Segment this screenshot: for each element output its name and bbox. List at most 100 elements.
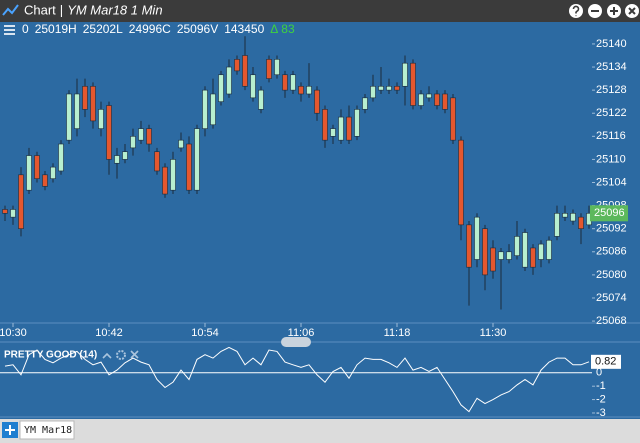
candle-body bbox=[298, 85, 304, 95]
y-tick-label: 25134 bbox=[596, 61, 627, 73]
x-tick-label: 11:18 bbox=[384, 327, 411, 339]
candle-body bbox=[170, 159, 176, 191]
window-title: Chart bbox=[24, 2, 56, 17]
last-value-box bbox=[591, 354, 621, 369]
tab-bar bbox=[0, 419, 640, 443]
candle-body bbox=[178, 139, 184, 149]
candle-body bbox=[498, 251, 504, 260]
candle-body bbox=[258, 89, 264, 110]
candle-body bbox=[466, 224, 472, 268]
add-glyph bbox=[5, 425, 15, 435]
candle-body bbox=[354, 109, 360, 137]
candle-body bbox=[74, 93, 80, 129]
app-icon bbox=[2, 4, 19, 16]
tab[interactable] bbox=[19, 420, 75, 440]
candle-body bbox=[434, 93, 440, 106]
candle-body bbox=[66, 93, 72, 141]
candle-body bbox=[122, 151, 128, 160]
last-value-label: 0.82 bbox=[595, 356, 616, 368]
candle-body bbox=[82, 85, 88, 110]
candle-body bbox=[362, 97, 368, 110]
candle-body bbox=[346, 116, 352, 141]
candle-body bbox=[194, 128, 200, 191]
last-price-label: 25096 bbox=[594, 207, 625, 219]
y-tick-label: 25068 bbox=[596, 315, 627, 327]
candle-body bbox=[338, 116, 344, 141]
settings-icon[interactable] bbox=[116, 350, 126, 360]
candle-body bbox=[530, 247, 536, 268]
info-value: 143450 bbox=[224, 22, 264, 36]
candle-body bbox=[538, 243, 544, 260]
candle-body bbox=[138, 128, 144, 141]
candle-body bbox=[322, 109, 328, 141]
candle-body bbox=[330, 128, 336, 137]
candle-body bbox=[266, 59, 272, 79]
last-price-box bbox=[590, 205, 628, 222]
indicator-pane: 0-1-2 -3 0.82 bbox=[0, 346, 621, 419]
x-tick-label: 10:54 bbox=[191, 327, 219, 339]
info-value: 0 bbox=[22, 22, 29, 36]
candle-body bbox=[474, 216, 480, 260]
candle-body bbox=[442, 93, 448, 110]
y-tick-label: 25128 bbox=[596, 84, 627, 96]
candle-body bbox=[306, 85, 312, 95]
candle-body bbox=[450, 97, 456, 141]
candle-body bbox=[418, 93, 424, 106]
indicator-line bbox=[4, 346, 590, 413]
y-tick-label: 25122 bbox=[596, 107, 627, 119]
candle-body bbox=[314, 89, 320, 114]
move-up-icon[interactable] bbox=[102, 352, 112, 359]
info-value: 25096V bbox=[177, 22, 218, 36]
candle-body bbox=[114, 155, 120, 164]
window-buttons bbox=[569, 4, 639, 18]
info-value: 24996C bbox=[129, 22, 171, 36]
candle-body bbox=[490, 247, 496, 272]
help-glyph bbox=[572, 5, 580, 17]
candle-body bbox=[26, 155, 32, 191]
tab-label: YM Mar18 bbox=[24, 425, 72, 436]
candle-body bbox=[370, 85, 376, 99]
candle-body bbox=[154, 151, 160, 172]
candle-body bbox=[186, 143, 192, 191]
y-tick-label: 25074 bbox=[596, 292, 627, 304]
candle-body bbox=[50, 166, 56, 179]
candle-body bbox=[458, 139, 464, 226]
y-tick-label: 25140 bbox=[596, 38, 627, 50]
y-tick-label: 25116 bbox=[596, 130, 626, 142]
pane-splitter[interactable] bbox=[281, 337, 311, 347]
price-pane: 2506825074250802508625092250982510425110… bbox=[0, 36, 628, 339]
candle-body bbox=[218, 74, 224, 102]
candle-body bbox=[226, 66, 232, 95]
candle-body bbox=[106, 105, 112, 160]
candle-body bbox=[426, 93, 432, 99]
candle-body bbox=[146, 128, 152, 145]
candle-body bbox=[274, 59, 280, 76]
menu-button[interactable] bbox=[4, 25, 15, 35]
candle-body bbox=[10, 209, 16, 218]
candle-body bbox=[18, 174, 24, 229]
info-value: 25202L bbox=[83, 22, 123, 36]
indicator-title: PRETTY GOOD (14) bbox=[4, 350, 97, 361]
x-tick-label: 11:06 bbox=[288, 327, 315, 339]
help-button[interactable] bbox=[569, 4, 583, 18]
y-tick-label: -3 bbox=[596, 407, 606, 419]
title-separator: | bbox=[60, 2, 63, 17]
x-tick-label: 10:42 bbox=[95, 327, 123, 339]
close-glyph bbox=[628, 7, 636, 15]
candle-body bbox=[90, 85, 96, 122]
candle-body bbox=[234, 59, 240, 72]
y-tick-label: 25110 bbox=[596, 153, 626, 165]
candle-body bbox=[242, 55, 248, 87]
y-tick-label: -2 bbox=[596, 393, 606, 405]
y-tick-label: 0 bbox=[596, 367, 602, 379]
y-tick-label: 25104 bbox=[596, 176, 627, 188]
indicator-tools bbox=[102, 350, 139, 360]
maximize-glyph bbox=[610, 7, 618, 15]
candle-body bbox=[378, 85, 384, 91]
remove-icon[interactable] bbox=[130, 350, 139, 359]
y-tick-label: 25080 bbox=[596, 269, 627, 281]
candle-body bbox=[290, 74, 296, 91]
candle-body bbox=[578, 216, 584, 229]
